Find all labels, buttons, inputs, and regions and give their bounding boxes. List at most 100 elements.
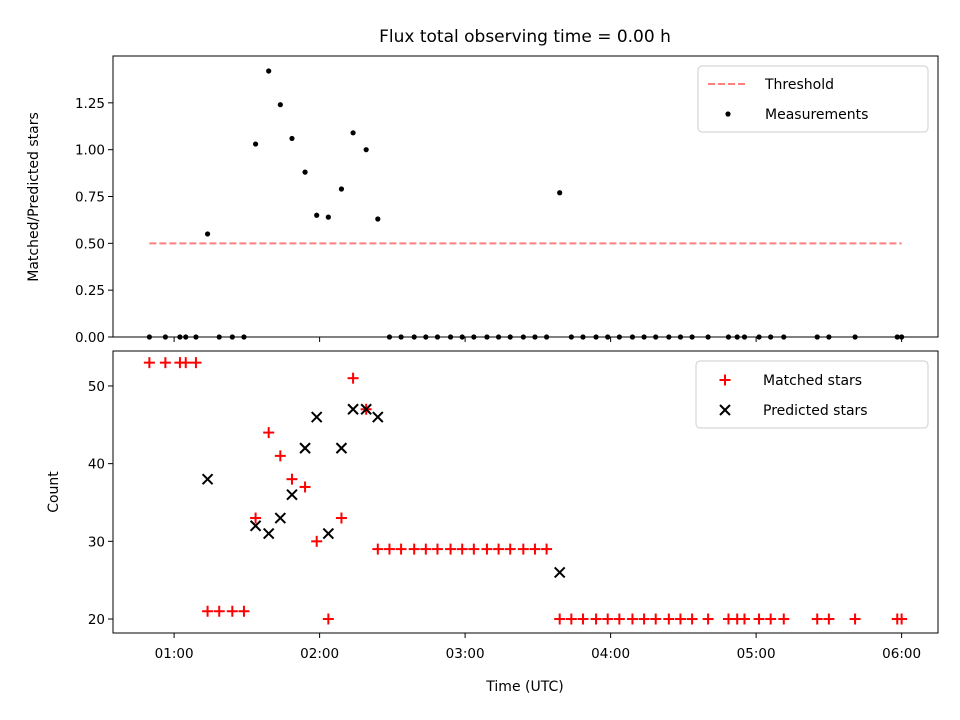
matched-star-point — [395, 543, 407, 555]
measurement-point — [314, 212, 320, 218]
matched-star-point — [347, 372, 359, 384]
matched-star-point — [238, 605, 250, 617]
top-y-tick-label: 0.00 — [75, 330, 105, 346]
matched-star-point — [274, 450, 286, 462]
measurement-point — [375, 216, 381, 222]
matched-star-point — [602, 613, 614, 625]
bottom-y-tick-label: 50 — [88, 379, 105, 395]
top-legend-measurements-label: Measurements — [765, 107, 868, 123]
bottom-x-tick-label: 04:00 — [591, 646, 630, 662]
bottom-x-tick-label: 03:00 — [446, 646, 485, 662]
matched-star-point — [702, 613, 714, 625]
matched-star-point — [159, 357, 171, 369]
matched-star-point — [213, 605, 225, 617]
top-legend-threshold-label: Threshold — [764, 77, 834, 93]
matched-star-point — [565, 613, 577, 625]
matched-star-point — [263, 427, 275, 439]
matched-star-point — [663, 613, 675, 625]
matched-star-point — [335, 512, 347, 524]
matched-star-point — [765, 613, 777, 625]
predicted-star-point — [274, 512, 287, 524]
measurement-point — [277, 102, 283, 108]
top-y-tick-label: 1.25 — [75, 96, 105, 112]
bottom-marks — [143, 357, 908, 625]
bottom-legend-plus-marker — [719, 374, 731, 386]
top-axes-frame — [112, 55, 939, 338]
matched-star-point — [143, 357, 155, 369]
matched-star-point — [577, 613, 589, 625]
matched-star-point — [650, 613, 662, 625]
predicted-star-d2 — [335, 442, 348, 454]
bottom-x-tick-label: 06:00 — [882, 646, 921, 662]
predicted-star-point — [322, 527, 335, 540]
predicted-star-d2 — [553, 566, 566, 579]
bottom-axes: 20 30 40 50 01:00 02:00 03:00 04:00 05:00 06:00 — [88, 379, 921, 662]
bottom-y-tick-label: 20 — [88, 612, 105, 628]
measurement-point — [252, 141, 259, 147]
predicted-star-d2 — [360, 403, 372, 415]
matched-star-point — [468, 543, 480, 555]
chart-title: Flux total observing time = 0.00 h — [379, 27, 671, 47]
measurement-point — [350, 130, 356, 136]
matched-star-point — [849, 613, 861, 625]
matched-star-point — [493, 543, 505, 555]
bottom-x-tick-label: 01:00 — [155, 646, 194, 662]
predicted-star-point — [249, 520, 262, 532]
top-panel: 0.00 0.25 0.50 0.75 1.00 1.25 Matched/Predict… — [26, 55, 939, 346]
measurement-point — [557, 190, 563, 196]
matched-star-point — [517, 543, 529, 555]
matched-star-point — [674, 613, 686, 625]
matched-star-point — [372, 543, 384, 555]
predicted-star-d2 — [274, 512, 287, 524]
predicted-star-point — [335, 442, 348, 454]
matched-star-point — [250, 512, 262, 524]
bottom-legend-box — [695, 360, 929, 429]
bottom-y-axis-label: Count — [46, 471, 62, 513]
measurement-point — [325, 214, 331, 220]
bottom-legend-matched-label: Matched stars — [763, 373, 862, 389]
bottom-legend-predicted-label: Predicted stars — [763, 403, 868, 419]
matched-star-point — [686, 613, 698, 625]
matched-star-point — [896, 613, 908, 625]
bottom-x-tick-label: 05:00 — [737, 646, 776, 662]
matched-star-point — [778, 613, 790, 625]
matched-star-point — [541, 543, 553, 555]
predicted-star-point — [286, 489, 298, 501]
matched-star-point — [753, 613, 765, 625]
top-y-tick-label: 1.00 — [75, 143, 105, 159]
top-axes: 0.00 0.25 0.50 0.75 1.00 1.25 — [75, 96, 903, 346]
measurement-point — [363, 147, 369, 153]
predicted-star-point — [553, 566, 566, 579]
measurement-point — [289, 135, 295, 142]
matched-star-point — [286, 473, 298, 485]
x-axis-label: Time (UTC) — [485, 679, 563, 695]
predicted-star-point — [201, 473, 214, 485]
matched-star-point — [431, 543, 443, 555]
bottom-y-tick-label: 40 — [88, 457, 105, 473]
bottom-panel: 20 30 40 50 01:00 02:00 03:00 04:00 05:00 06:00 C… — [46, 350, 939, 695]
predicted-star-point — [262, 527, 275, 540]
matched-star-point — [180, 357, 192, 369]
matched-star-point — [456, 543, 468, 555]
top-y-tick-label: 0.25 — [75, 283, 105, 299]
matched-star-point — [226, 605, 238, 617]
predicted-star-point — [360, 403, 372, 415]
predicted-star-d2 — [322, 527, 335, 540]
predicted-star-point — [372, 411, 384, 423]
predicted-star-d2 — [201, 473, 214, 485]
matched-star-point — [299, 481, 311, 493]
measurement-point — [204, 231, 211, 237]
matched-star-point — [408, 543, 420, 555]
matched-star-point — [322, 613, 334, 625]
matched-star-point — [738, 613, 750, 625]
matched-star-point — [590, 613, 602, 625]
measurement-point — [302, 169, 308, 175]
predicted-star-d2 — [372, 411, 384, 423]
predicted-star-point — [347, 403, 359, 415]
predicted-star-d2 — [262, 527, 275, 540]
top-y-tick-label: 0.75 — [75, 190, 105, 206]
matched-star-point — [445, 543, 457, 555]
matched-star-point — [311, 535, 323, 547]
measurement-point — [338, 186, 345, 192]
